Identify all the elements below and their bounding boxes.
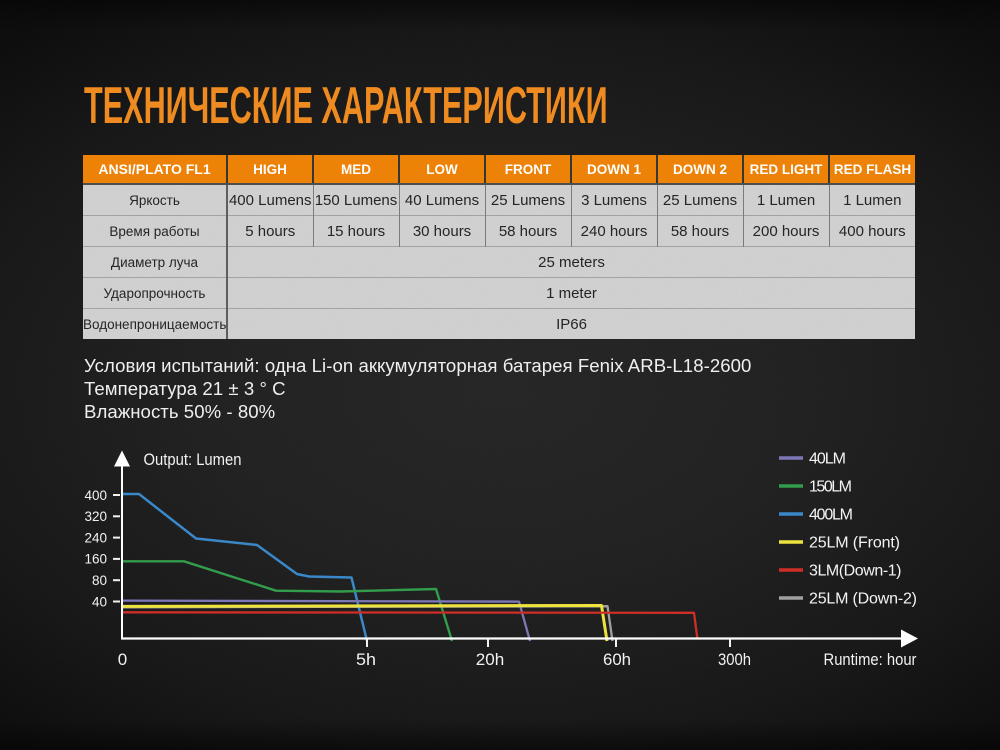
- svg-text:320: 320: [84, 509, 107, 524]
- svg-text:160: 160: [84, 552, 107, 567]
- svg-text:240: 240: [84, 530, 107, 545]
- svg-text:3LM(Down-1): 3LM(Down-1): [809, 563, 902, 580]
- svg-text:400LM: 400LM: [809, 507, 853, 524]
- svg-text:Runtime: hour: Runtime: hour: [824, 650, 917, 669]
- svg-text:5h: 5h: [356, 650, 376, 669]
- svg-text:60h: 60h: [603, 650, 631, 669]
- svg-text:150LM: 150LM: [809, 479, 852, 496]
- svg-text:400: 400: [84, 488, 107, 503]
- svg-text:25LM (Down-2): 25LM (Down-2): [809, 591, 917, 608]
- svg-text:300h: 300h: [718, 650, 751, 669]
- svg-text:Output: Lumen: Output: Lumen: [144, 450, 242, 469]
- svg-text:40LM: 40LM: [809, 451, 846, 468]
- svg-text:20h: 20h: [476, 650, 505, 669]
- svg-text:80: 80: [92, 573, 107, 588]
- svg-text:40: 40: [92, 594, 107, 609]
- svg-text:25LM (Front): 25LM (Front): [809, 535, 900, 552]
- svg-text:0: 0: [118, 650, 127, 669]
